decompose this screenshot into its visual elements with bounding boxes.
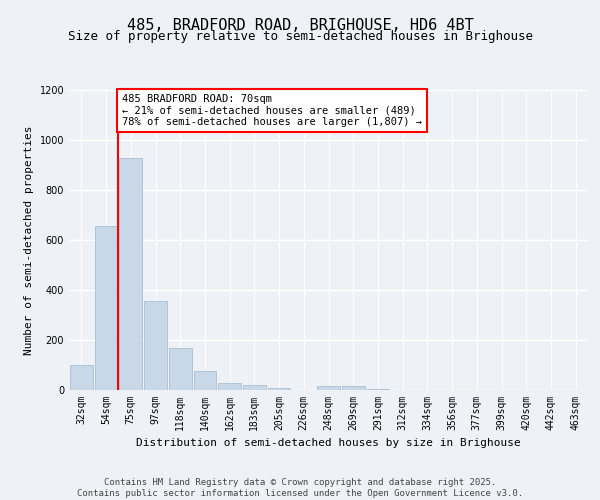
Bar xyxy=(243,385,266,390)
Bar xyxy=(95,226,118,390)
Bar xyxy=(342,386,365,390)
Bar xyxy=(367,389,389,390)
Text: Size of property relative to semi-detached houses in Brighouse: Size of property relative to semi-detach… xyxy=(67,30,533,43)
Bar xyxy=(144,301,167,390)
Bar xyxy=(119,158,142,390)
Bar xyxy=(194,371,216,390)
Text: 485, BRADFORD ROAD, BRIGHOUSE, HD6 4BT: 485, BRADFORD ROAD, BRIGHOUSE, HD6 4BT xyxy=(127,18,473,32)
Text: Contains HM Land Registry data © Crown copyright and database right 2025.
Contai: Contains HM Land Registry data © Crown c… xyxy=(77,478,523,498)
Bar xyxy=(268,388,290,390)
Text: 485 BRADFORD ROAD: 70sqm
← 21% of semi-detached houses are smaller (489)
78% of : 485 BRADFORD ROAD: 70sqm ← 21% of semi-d… xyxy=(122,94,422,127)
Bar xyxy=(169,348,191,390)
Bar xyxy=(218,383,241,390)
Bar xyxy=(317,386,340,390)
Bar xyxy=(70,365,93,390)
X-axis label: Distribution of semi-detached houses by size in Brighouse: Distribution of semi-detached houses by … xyxy=(136,438,521,448)
Y-axis label: Number of semi-detached properties: Number of semi-detached properties xyxy=(24,125,34,355)
